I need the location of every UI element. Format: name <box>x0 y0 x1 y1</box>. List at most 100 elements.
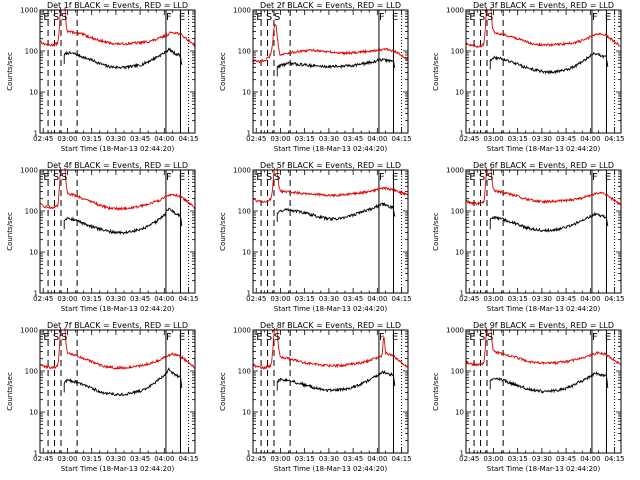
time-marker-letter: E <box>605 332 611 343</box>
time-marker-letter: F <box>166 12 172 23</box>
x-tick-label: 03:45 <box>556 135 576 143</box>
chart-title: Det 8f BLACK = Events, RED = LLD <box>260 321 401 330</box>
lld-series-line <box>466 8 621 49</box>
x-tick-label: 03:15 <box>508 455 528 463</box>
x-tick-label: 02:45 <box>459 455 479 463</box>
x-tick-label: 03:15 <box>295 135 315 143</box>
x-tick-label: 03:00 <box>57 135 77 143</box>
y-tick-label: 1 <box>34 290 38 298</box>
x-tick-label: 04:15 <box>391 455 411 463</box>
y-tick-label: 1 <box>247 450 251 458</box>
x-tick-label: 04:15 <box>391 295 411 303</box>
x-tick-label: 03:45 <box>130 455 150 463</box>
y-tick-label: 100 <box>25 368 38 376</box>
x-tick-label: 02:45 <box>459 135 479 143</box>
y-tick-label: 1 <box>247 130 251 138</box>
time-marker-letter: S <box>487 332 493 343</box>
y-tick-label: 100 <box>238 48 251 56</box>
plot-frame <box>39 9 196 134</box>
x-tick-label: 03:00 <box>57 455 77 463</box>
x-tick-label: 03:15 <box>295 295 315 303</box>
x-axis-label: Start Time (18-Mar-13 02:44:20) <box>487 305 601 313</box>
events-series-line <box>63 47 183 70</box>
x-tick-label: 04:00 <box>367 135 387 143</box>
plot-frame <box>465 329 622 454</box>
y-tick-label: 1000 <box>20 167 38 175</box>
x-tick-label: 02:45 <box>246 295 266 303</box>
chart-title: Det 4f BLACK = Events, RED = LLD <box>47 161 188 170</box>
x-tick-label: 03:30 <box>319 135 339 143</box>
time-marker-letter: E <box>43 12 49 23</box>
y-tick-label: 100 <box>25 208 38 216</box>
events-series-line <box>489 211 609 233</box>
x-tick-label: 04:15 <box>604 455 624 463</box>
y-tick-label: 100 <box>238 368 251 376</box>
x-tick-label: 03:30 <box>532 135 552 143</box>
lld-series-line <box>466 168 621 206</box>
time-marker-letter: E <box>605 172 611 183</box>
time-marker-letter: E <box>256 172 262 183</box>
time-marker-letter: E <box>469 12 475 23</box>
x-tick-label: 03:30 <box>532 455 552 463</box>
events-series-line <box>277 201 396 222</box>
x-tick-label: 03:45 <box>343 455 363 463</box>
y-tick-label: 1000 <box>446 167 464 175</box>
time-marker-letter: S <box>61 12 67 23</box>
y-tick-label: 1000 <box>233 7 251 15</box>
x-tick-label: 03:30 <box>106 135 126 143</box>
time-marker-letter: S <box>487 172 493 183</box>
x-tick-label: 03:00 <box>483 455 503 463</box>
chart-title: Det 9f BLACK = Events, RED = LLD <box>473 321 614 330</box>
lld-series-line <box>40 8 195 48</box>
x-axis-label: Start Time (18-Mar-13 02:44:20) <box>487 465 601 473</box>
plot-frame <box>252 329 409 454</box>
x-tick-label: 03:15 <box>295 455 315 463</box>
time-marker-letter: E <box>179 172 185 183</box>
y-tick-label: 10 <box>455 89 464 97</box>
time-marker-letter: E <box>256 332 262 343</box>
x-tick-label: 03:15 <box>82 455 102 463</box>
y-tick-label: 1000 <box>446 327 464 335</box>
x-tick-label: 04:15 <box>604 135 624 143</box>
x-tick-label: 02:45 <box>33 455 53 463</box>
lld-series-line <box>40 328 195 371</box>
y-axis-label: Counts/sec <box>6 212 14 251</box>
time-marker-letter: S <box>274 12 280 23</box>
x-tick-label: 03:45 <box>556 295 576 303</box>
plot-area <box>253 10 408 133</box>
y-tick-label: 1 <box>460 130 464 138</box>
time-marker-letter: E <box>605 12 611 23</box>
x-tick-label: 03:30 <box>319 455 339 463</box>
plot-area <box>466 168 621 293</box>
time-marker-letter: S <box>61 332 67 343</box>
y-tick-label: 100 <box>25 48 38 56</box>
x-tick-label: 02:45 <box>33 135 53 143</box>
lld-series-line <box>466 328 621 367</box>
time-marker-letter: S <box>53 12 59 23</box>
time-marker-letter: S <box>53 332 59 343</box>
time-marker-letter: S <box>266 172 272 183</box>
y-tick-label: 10 <box>455 409 464 417</box>
chart-panel: Det 9f BLACK = Events, RED = LLD Counts/s… <box>432 321 625 473</box>
x-tick-label: 03:30 <box>319 295 339 303</box>
x-tick-label: 03:15 <box>508 295 528 303</box>
plot-area <box>40 328 195 453</box>
time-marker-letter: F <box>379 172 385 183</box>
y-tick-label: 1000 <box>20 327 38 335</box>
y-tick-label: 1000 <box>20 7 38 15</box>
plot-frame <box>465 169 622 294</box>
x-tick-label: 03:00 <box>270 135 290 143</box>
time-marker-letter: S <box>479 172 485 183</box>
plot-area <box>40 8 195 133</box>
chart-title: Det 7f BLACK = Events, RED = LLD <box>47 321 188 330</box>
y-tick-label: 1 <box>460 290 464 298</box>
x-axis-label: Start Time (18-Mar-13 02:44:20) <box>61 145 175 153</box>
x-tick-label: 04:00 <box>580 455 600 463</box>
time-marker-letter: S <box>61 172 67 183</box>
x-tick-label: 03:45 <box>343 295 363 303</box>
time-marker-letter: E <box>392 12 398 23</box>
y-tick-label: 1 <box>34 130 38 138</box>
x-axis-label: Start Time (18-Mar-13 02:44:20) <box>274 465 388 473</box>
x-axis-label: Start Time (18-Mar-13 02:44:20) <box>274 145 388 153</box>
y-tick-label: 10 <box>242 409 251 417</box>
